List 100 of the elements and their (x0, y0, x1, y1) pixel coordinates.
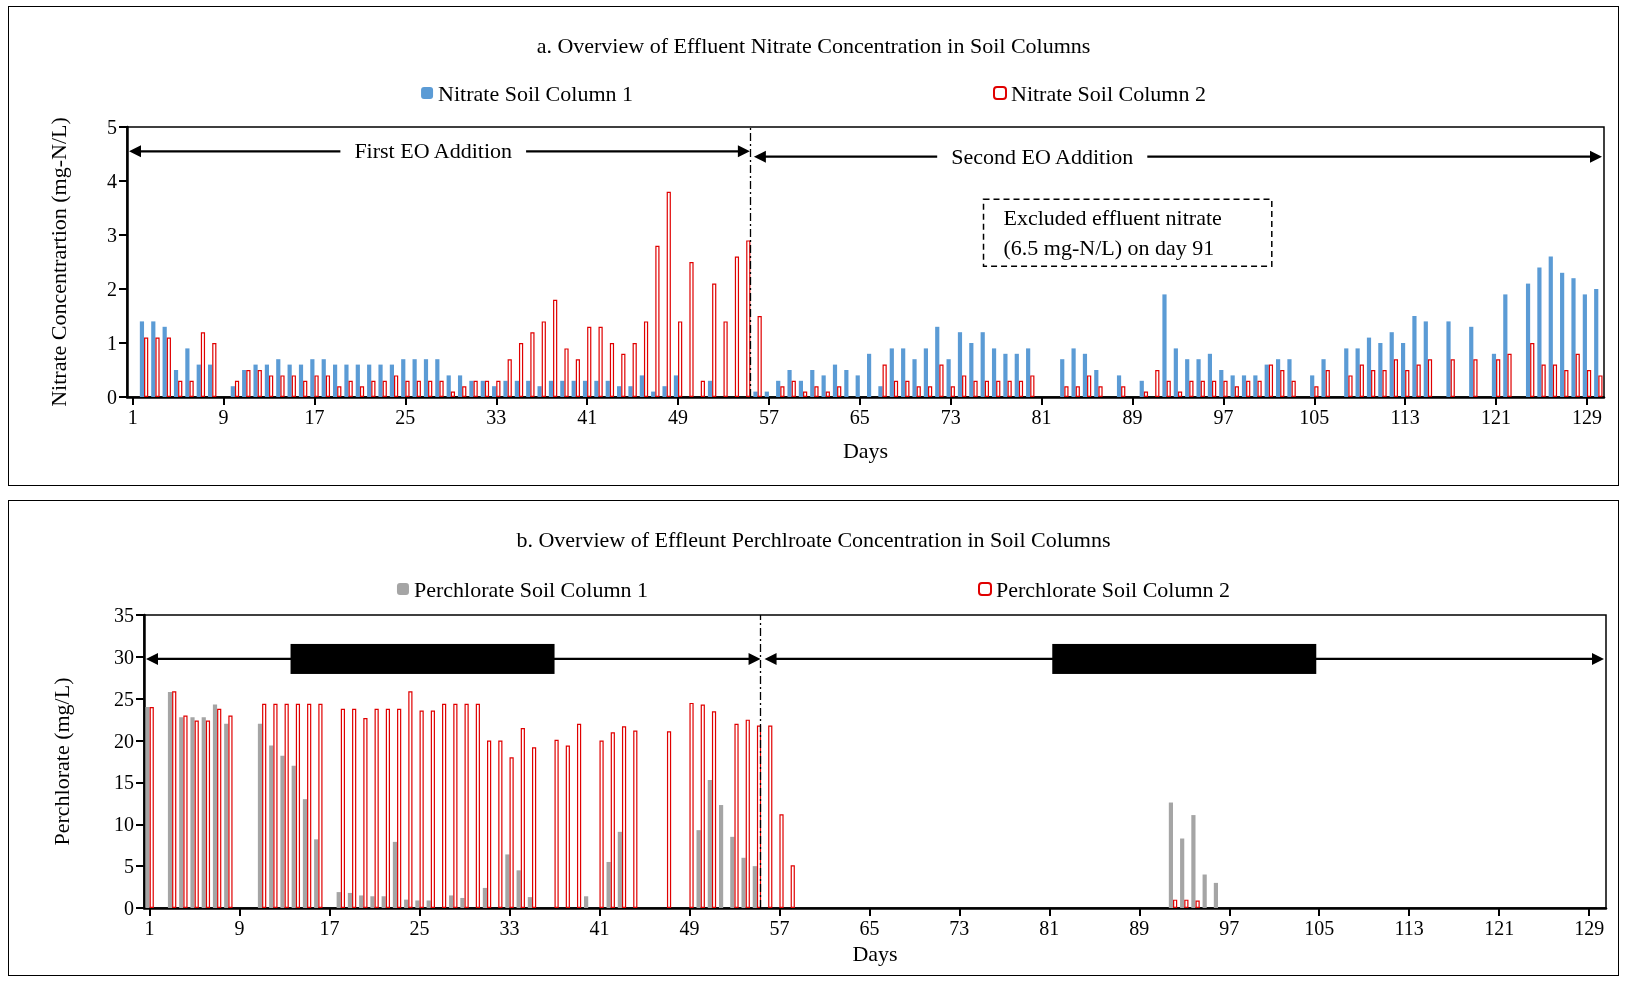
bar (1253, 375, 1258, 397)
bar (1087, 375, 1092, 397)
x-tick-label: 57 (769, 917, 790, 939)
bar (183, 715, 188, 908)
bar (1071, 348, 1076, 397)
bar (1234, 386, 1239, 397)
bar (855, 375, 860, 397)
bar (893, 380, 899, 397)
bar (973, 380, 978, 397)
bar (1075, 386, 1080, 397)
bar (242, 370, 247, 397)
bar (487, 740, 492, 908)
x-tick-label: 17 (319, 917, 340, 939)
bar (1400, 343, 1406, 397)
y-axis-title: Perchlorate (mg/L) (48, 677, 74, 846)
bar (1291, 380, 1296, 397)
bar (734, 256, 740, 397)
bar (318, 703, 323, 908)
bar (980, 332, 985, 397)
bar (866, 353, 872, 397)
bar (901, 348, 906, 397)
x-tick-label: 113 (1394, 917, 1424, 939)
bar (280, 755, 285, 908)
x-tick-label: 73 (949, 917, 970, 939)
bar (484, 380, 490, 397)
bar (151, 321, 156, 397)
bar (707, 380, 713, 397)
legend-label: Perchlorate Soil Column 2 (996, 576, 1231, 602)
bar (1223, 380, 1228, 397)
bar (633, 730, 638, 908)
bar (1098, 386, 1103, 397)
bar (1018, 380, 1024, 397)
bar (435, 359, 440, 397)
bar (352, 708, 357, 908)
bar (509, 757, 514, 908)
bar (837, 386, 842, 397)
bar (145, 707, 150, 908)
bar (1412, 316, 1417, 397)
bar (284, 703, 289, 908)
bar (1427, 359, 1433, 397)
bar (518, 343, 524, 397)
bar (507, 359, 512, 397)
bar (234, 380, 240, 397)
bar (307, 703, 312, 908)
bar (1586, 370, 1592, 397)
bar (1014, 353, 1019, 397)
x-tick-label: 129 (1571, 406, 1602, 428)
bar (712, 283, 717, 397)
x-tick-label: 97 (1219, 917, 1240, 939)
bar (810, 370, 815, 397)
bar (814, 386, 819, 397)
bar (205, 720, 211, 908)
bar (179, 717, 184, 908)
bar (1116, 375, 1122, 397)
bar (753, 391, 758, 397)
x-axis-title: Days (842, 437, 889, 463)
bar (1268, 364, 1274, 397)
bar (1264, 364, 1269, 397)
x-tick-label: 81 (1031, 406, 1052, 428)
bar (1195, 900, 1200, 908)
bar (548, 380, 554, 397)
y-tick-label: 0 (107, 386, 117, 408)
bar (939, 364, 944, 397)
bar (173, 370, 179, 397)
bar (599, 740, 604, 908)
bar (946, 359, 951, 397)
bar (1548, 256, 1553, 397)
bar (367, 364, 372, 397)
bar (1355, 348, 1360, 397)
bar (298, 364, 304, 397)
bar (617, 831, 622, 908)
y-axis-title: Nitrate Concentrartion (mg-N/L) (45, 117, 71, 407)
bar (541, 321, 546, 397)
bar (1166, 380, 1171, 397)
bar (678, 321, 683, 397)
bar (446, 375, 451, 397)
bar (991, 348, 997, 397)
bar (1191, 815, 1196, 908)
bar (257, 723, 263, 908)
bar (1155, 370, 1160, 397)
bar (1168, 802, 1174, 908)
bar (392, 841, 398, 908)
bar (303, 380, 308, 397)
bar (1423, 321, 1428, 397)
bar (276, 359, 281, 397)
bar (208, 364, 213, 397)
bar (526, 380, 531, 397)
bar (257, 370, 262, 397)
bar (1276, 359, 1281, 397)
bar (689, 702, 694, 908)
bar (389, 364, 394, 397)
bar (1310, 375, 1315, 397)
x-tick-label: 105 (1299, 406, 1330, 428)
bar (217, 708, 222, 908)
annotation: Second EO Addition (951, 143, 1134, 169)
bar (803, 391, 808, 397)
bar (594, 380, 599, 397)
bar (825, 391, 830, 397)
bar (1207, 353, 1213, 397)
bar (905, 380, 910, 397)
